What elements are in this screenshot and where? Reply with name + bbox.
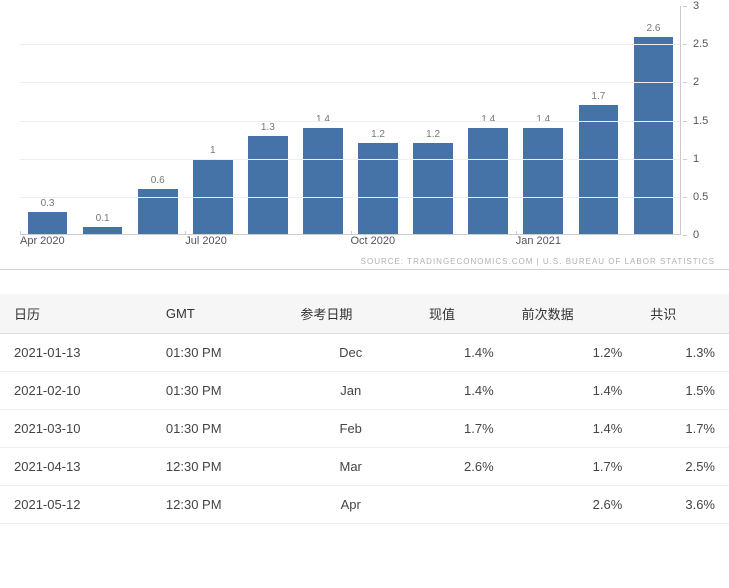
table-row: 2021-01-1301:30 PMDec1.4%1.2%1.3% [0,334,729,372]
x-tick-label: Jan 2021 [516,235,561,247]
chart-plot-area: 0.30.10.611.31.41.21.21.41.41.72.6 00.51… [20,6,681,235]
table-column-header: 参考日期 [286,294,415,334]
table-row: 2021-04-1312:30 PMMar2.6%1.7%2.5% [0,448,729,486]
table-cell: 1.7% [508,448,637,486]
bar: 1.3 [248,136,288,235]
y-tick-label: 2 [687,76,725,88]
table-body: 2021-01-1301:30 PMDec1.4%1.2%1.3%2021-02… [0,334,729,524]
bar-value-label: 1.7 [579,91,619,102]
bar: 1.2 [413,143,453,235]
table-cell: 01:30 PM [152,372,286,410]
bar-value-label: 0.1 [83,213,123,224]
bar-value-label: 1 [193,145,233,156]
table-cell: Mar [286,448,415,486]
table-column-header: 前次数据 [508,294,637,334]
table-cell: 3.6% [636,486,729,524]
data-table: 日历GMT参考日期现值前次数据共识 2021-01-1301:30 PMDec1… [0,294,729,524]
y-tick-label: 0 [687,229,725,241]
bar-value-label: 0.6 [138,175,178,186]
bar: 0.3 [28,212,68,235]
table-column-header: 日历 [0,294,152,334]
y-axis-line [680,6,681,235]
table-cell: 2021-03-10 [0,410,152,448]
table-cell: 2.5% [636,448,729,486]
x-tick-label: Apr 2020 [20,235,65,247]
table-cell: 1.4% [508,372,637,410]
y-tick-label: 3 [687,0,725,12]
y-tick-label: 2.5 [687,38,725,50]
y-tick-label: 0.5 [687,191,725,203]
table-column-header: GMT [152,294,286,334]
table-cell: 12:30 PM [152,448,286,486]
table-cell: 1.7% [636,410,729,448]
bar-value-label: 1.2 [358,129,398,140]
x-axis-ticks: Apr 2020 Jul 2020 Oct 2020 Jan 2021 [20,235,681,247]
table-cell: 1.4% [415,372,508,410]
table-cell: Apr [286,486,415,524]
table-cell: 01:30 PM [152,334,286,372]
table-cell: 2021-02-10 [0,372,152,410]
y-tick-label: 1 [687,153,725,165]
table-column-header: 现值 [415,294,508,334]
table-cell: 2021-04-13 [0,448,152,486]
table-cell: 1.5% [636,372,729,410]
table-column-header: 共识 [636,294,729,334]
bar: 1.7 [579,105,619,235]
table-cell: 1.4% [508,410,637,448]
table-cell: Jan [286,372,415,410]
bar-value-label: 2.6 [634,23,674,34]
table-cell: 1.2% [508,334,637,372]
table-cell: 1.3% [636,334,729,372]
table-header-row: 日历GMT参考日期现值前次数据共识 [0,294,729,334]
x-tick-label: Jul 2020 [185,235,227,247]
table-cell: 12:30 PM [152,486,286,524]
table-cell: 2021-05-12 [0,486,152,524]
bar-chart: 0.3 0.1 0.6 1 1.3 1.4 1.2 1.2 1.4 1.4 1.7 2.6 0 0.5 1… [0,0,729,270]
bar-value-label: 0.3 [28,198,68,209]
bar-value-label: 1.2 [413,129,453,140]
table-row: 2021-03-1001:30 PMFeb1.7%1.4%1.7% [0,410,729,448]
y-tick-label: 1.5 [687,115,725,127]
table-cell [415,486,508,524]
table-cell: 2021-01-13 [0,334,152,372]
table-cell: 1.4% [415,334,508,372]
bar: 1.4 [468,128,508,235]
table-cell: 1.7% [415,410,508,448]
table-cell: 2.6% [508,486,637,524]
bar: 1.4 [303,128,343,235]
table-cell: Feb [286,410,415,448]
table-cell: Dec [286,334,415,372]
table-row: 2021-05-1212:30 PMApr 2.6%3.6% [0,486,729,524]
bar: 2.6 [634,37,674,235]
table-row: 2021-02-1001:30 PMJan1.4%1.4%1.5% [0,372,729,410]
x-tick-label: Oct 2020 [351,235,396,247]
table-cell: 2.6% [415,448,508,486]
chart-source: SOURCE: TRADINGECONOMICS.COM | U.S. BURE… [361,257,715,266]
bar-value-label: 1.3 [248,122,288,133]
bar: 1.4 [523,128,563,235]
bar: 1.2 [358,143,398,235]
table-cell: 01:30 PM [152,410,286,448]
